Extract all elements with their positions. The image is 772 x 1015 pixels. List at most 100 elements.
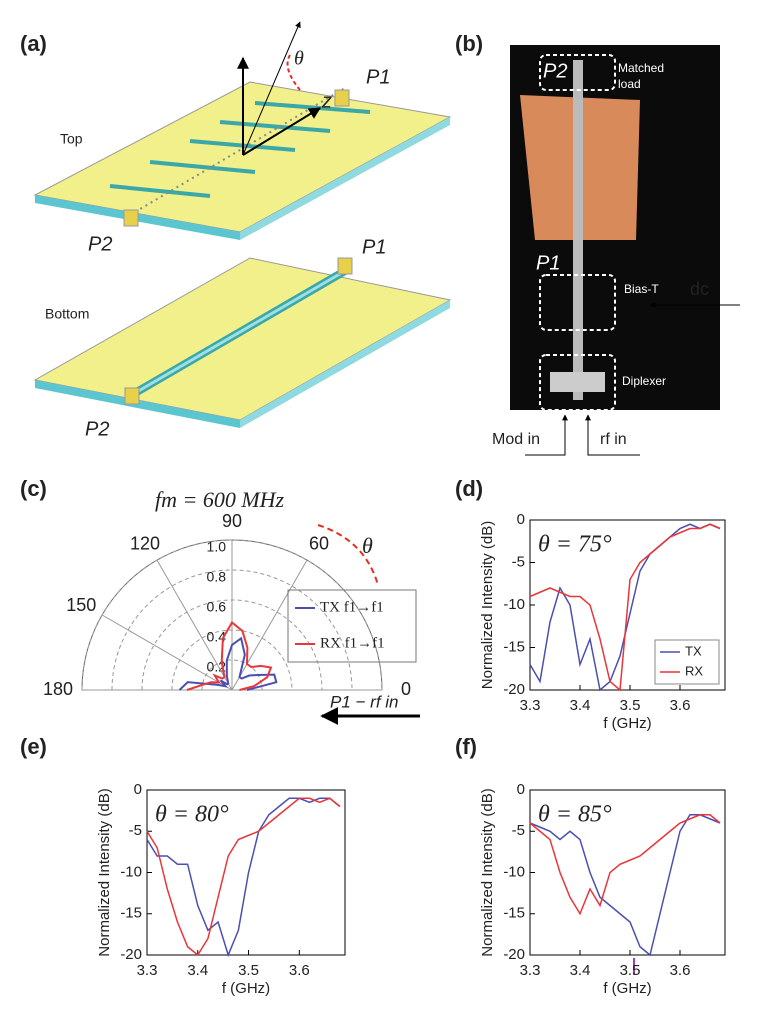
- line: [529, 814, 721, 916]
- panel-b: (b) P2 Matched load P1 Bias-T Diplexer d…: [455, 31, 740, 456]
- legend-label: RX f1→f1: [320, 635, 385, 651]
- panel-label: (c): [20, 476, 47, 501]
- p1: P1: [362, 236, 386, 258]
- grid-spoke: [156, 559, 233, 691]
- theta-arc: [286, 54, 301, 91]
- y-tick-label: -20: [120, 946, 142, 963]
- axes: [237, 21, 322, 156]
- p2: P2: [543, 60, 567, 82]
- legend-label: TX: [685, 643, 702, 658]
- r-tick-label: 0.8: [207, 569, 227, 585]
- annotation: θ: [362, 533, 373, 558]
- y-tick-label: -10: [120, 863, 142, 880]
- matched-load: Matched load: [618, 61, 665, 91]
- bias-t: Bias-T: [624, 282, 659, 296]
- legend-box: [287, 589, 417, 663]
- matched-load-text: Matched load: [618, 61, 665, 91]
- board-edge: [240, 300, 450, 428]
- y-tick-label: -15: [503, 905, 525, 922]
- x-tick-label: 3.4: [187, 962, 208, 979]
- angle-tick-label: 90: [222, 511, 242, 531]
- panel-label: (b): [455, 31, 483, 56]
- port: [337, 257, 353, 275]
- y-tick-label: -5: [512, 822, 525, 839]
- grid-spoke: [101, 614, 233, 691]
- p1: P1: [366, 66, 390, 88]
- boxes: [539, 54, 616, 411]
- angle-tick-label: 150: [66, 595, 96, 615]
- bottom-label: Bottom: [45, 306, 89, 322]
- p1: P1: [536, 252, 560, 274]
- diplexer-body: [550, 372, 605, 392]
- x-tick-label: 3.5: [238, 962, 259, 979]
- x-tick-label: 3.6: [670, 962, 691, 979]
- x-tick-label: 3.3: [520, 697, 541, 714]
- line: [146, 797, 341, 957]
- x-tick-label: 3.6: [289, 962, 310, 979]
- line: [529, 814, 721, 957]
- y-tick-label: -10: [503, 596, 525, 613]
- x-tick-label: 3.4: [570, 962, 591, 979]
- legend-box: [654, 639, 720, 685]
- x-tick-label: 3.4: [570, 697, 591, 714]
- grid-spoke: [231, 559, 308, 691]
- y-tick-label: 0: [517, 511, 525, 528]
- theta-arc: [317, 524, 379, 586]
- y-tick-label: 0: [134, 781, 142, 798]
- polar-line: [178, 636, 278, 691]
- annotation: θ = 85°: [538, 802, 612, 828]
- chart-title: fm = 600 MHz: [155, 487, 285, 512]
- x-tick-label: 3.5: [620, 697, 641, 714]
- r-tick-label: 0.4: [207, 629, 227, 645]
- line: [146, 797, 341, 958]
- grid-ring: [81, 539, 383, 691]
- dc: dc: [690, 279, 709, 299]
- y-tick-label: -15: [503, 638, 525, 655]
- y-axis-label: Normalized Intensity (dB): [96, 788, 113, 956]
- theta: θ: [294, 48, 304, 70]
- annotation: θ = 80°: [155, 802, 229, 828]
- diplexer: Diplexer: [622, 374, 666, 388]
- y-tick-label: -20: [503, 946, 525, 963]
- angle-tick-label: 120: [130, 533, 160, 553]
- angle-tick-label: 60: [309, 533, 329, 553]
- x-tick-label: 3.3: [520, 962, 541, 979]
- panel-label: (e): [20, 734, 47, 759]
- rf-in: rf in: [600, 431, 627, 448]
- board-edge: [240, 117, 450, 240]
- y-axis-label: Normalized Intensity (dB): [479, 788, 496, 956]
- grid-ring: [111, 569, 353, 691]
- p2: P2: [88, 233, 112, 255]
- microstrip: [134, 266, 351, 395]
- panel-label: (d): [455, 476, 483, 501]
- legend-label: RX: [685, 663, 703, 678]
- mod-in: Mod in: [492, 431, 540, 448]
- y-tick-label: -15: [120, 905, 142, 922]
- angle-tick-label: 0: [401, 679, 411, 699]
- angle-tick-label: 180: [43, 679, 73, 699]
- panel-label: (a): [20, 31, 47, 56]
- arrow: [585, 414, 640, 456]
- r-tick-label: 0.6: [207, 599, 227, 615]
- z-label: z: [321, 90, 332, 112]
- y-tick-label: 0: [517, 781, 525, 798]
- y-tick-label: -10: [503, 863, 525, 880]
- annotation: θ = 75°: [538, 532, 612, 558]
- legend-label: TX f1→f1: [320, 599, 384, 615]
- x-axis-label: f (GHz): [222, 980, 270, 997]
- x-axis-label: f (GHz): [603, 715, 651, 732]
- x-tick-label: 3.5: [620, 962, 641, 979]
- x-axis-label: f (GHz): [603, 980, 651, 997]
- line: [529, 523, 721, 692]
- top-label: Top: [60, 131, 83, 147]
- y-axis-label: Normalized Intensity (dB): [479, 521, 496, 689]
- y-tick-label: -20: [503, 681, 525, 698]
- port: [123, 209, 139, 227]
- y-tick-label: -5: [512, 553, 525, 570]
- panel-a: (a) θ z P1 P2 Top P1 P2 Bottom: [20, 21, 452, 440]
- r-tick-label: 1.0: [207, 539, 227, 555]
- p2: P2: [85, 418, 109, 440]
- panel-label: (f): [455, 734, 477, 759]
- polar-line: [186, 620, 273, 691]
